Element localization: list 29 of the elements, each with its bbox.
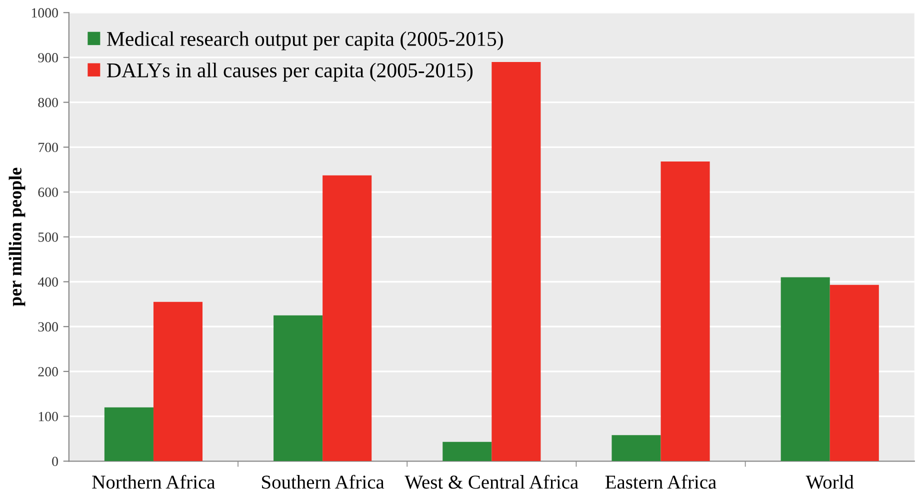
legend-label: DALYs in all causes per capita (2005-2015): [107, 62, 473, 82]
y-tick-label: 300: [38, 322, 58, 332]
x-tick-label: Southern Africa: [262, 474, 384, 489]
y-tick-label: 0: [52, 456, 58, 466]
y-tick-label: 200: [38, 367, 58, 376]
bar: [660, 162, 710, 462]
y-tick-label: 400: [38, 277, 58, 287]
y-tick-label: 1000: [32, 8, 58, 18]
bar: [830, 284, 879, 462]
bar: [492, 62, 541, 462]
x-tick-label: Northern Africa: [92, 474, 216, 489]
bar: [612, 435, 661, 462]
legend-label: Medical research output per capita (2005-2015): [107, 31, 503, 50]
y-tick-label: 600: [38, 188, 58, 197]
y-tick-label: 700: [38, 142, 58, 152]
y-tick-label: 800: [38, 98, 58, 108]
x-tick-label: World: [806, 475, 854, 489]
y-tick-label: 900: [38, 53, 58, 62]
bar: [104, 407, 154, 462]
x-tick-label: West & Central Africa: [404, 474, 578, 489]
bar: [153, 302, 203, 462]
bar: [274, 315, 323, 462]
bar: [780, 277, 830, 462]
bar: [322, 175, 372, 462]
y-tick-label: 100: [38, 412, 58, 422]
bar: [442, 442, 492, 462]
x-tick-label: Eastern Africa: [605, 474, 716, 489]
y-tick-label: 500: [38, 232, 58, 242]
y-axis-title: per million people: [8, 168, 26, 306]
